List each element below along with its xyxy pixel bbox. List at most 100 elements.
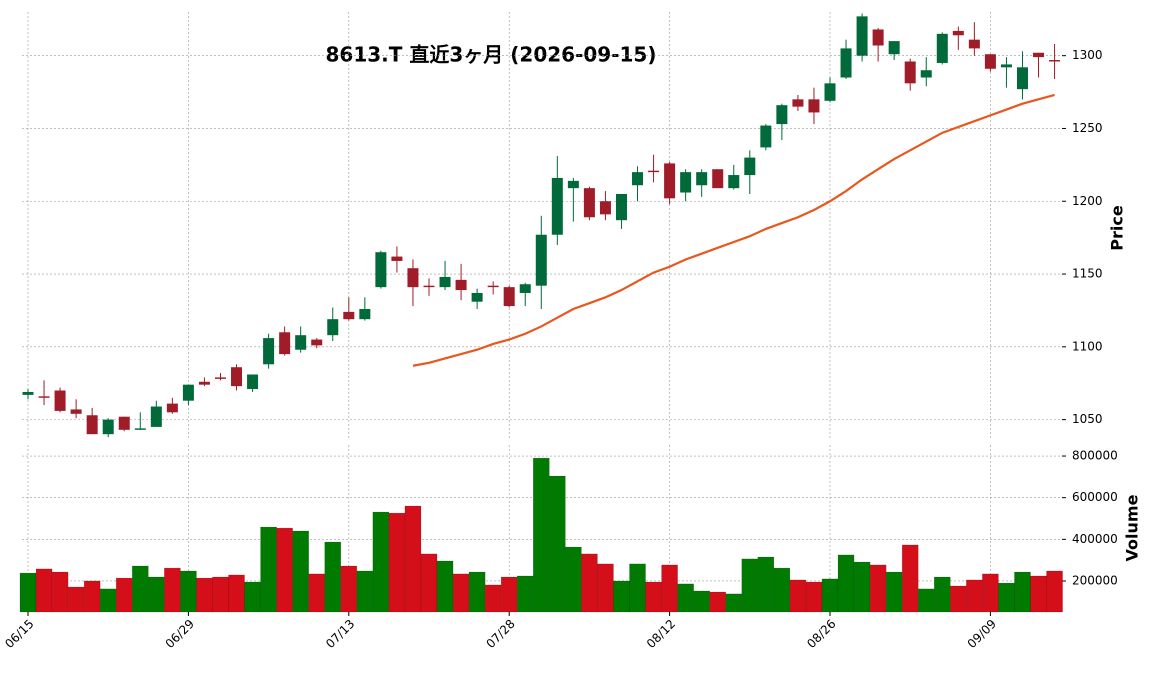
volume-bar [356,570,374,613]
volume-bar [1014,571,1031,613]
candle-body [86,415,98,435]
x-tick-label: 07/28 [483,617,517,651]
candle-body [632,172,644,186]
volume-bar [966,579,983,613]
candle-body [567,180,579,189]
volume-bar [276,527,293,613]
x-tick-label: 09/09 [965,617,999,651]
candle-body [279,332,291,355]
y-tick-label: 1150 [1072,267,1103,281]
candle-body [1033,52,1045,58]
candle-body [1000,64,1012,68]
candle-body [712,169,724,189]
candle-body [664,163,676,199]
volume-bar [901,544,919,613]
volume-bar [1046,570,1063,613]
candle-body [70,409,82,414]
candle-body [503,287,515,307]
volume-bar [565,546,582,613]
candle-body [824,83,836,101]
volume-bar [757,556,775,613]
volume-bar [837,554,855,613]
y-tick-label: 1250 [1072,121,1103,135]
volume-bar [35,568,53,613]
volume-bar [709,591,726,613]
candle-body [359,308,371,320]
volume-bar [821,578,839,613]
volume-bar [51,571,69,613]
volume-axis-label: Volume [1123,494,1142,561]
candle-body [118,416,130,430]
candle-body [311,339,323,346]
volume-bar [196,577,213,613]
candle-body [872,29,884,46]
volume-bar [885,571,903,613]
volume-bar [853,561,871,613]
candle-body [198,381,210,385]
volume-bar [645,581,662,613]
candle-body [214,377,226,379]
candle-body [166,403,178,413]
volume-bar [773,567,791,613]
volume-bar [452,573,470,613]
volume-tick-label: 800000 [1072,449,1118,463]
volume-bar [1030,575,1047,613]
candle-body [696,172,708,186]
volume-bar [404,505,422,613]
volume-bar [516,575,534,613]
candle-body [1049,60,1061,62]
candle-body [615,193,627,221]
volume-bar [436,560,454,613]
volume-bar [260,526,277,613]
volume-bar [934,576,951,613]
candle-body [471,292,483,302]
y-tick-label: 1300 [1072,48,1103,62]
candle-body [407,268,419,288]
volume-bar [998,582,1015,613]
volume-bar [324,541,342,613]
candle-body [936,33,948,63]
x-tick-label: 07/13 [323,617,357,651]
candle-body [888,41,900,55]
candle-body [840,48,852,78]
y-tick-label: 1050 [1072,412,1103,426]
chart-title: 8613.T 直近3ヶ月 (2026-09-15) [326,43,657,67]
volume-bar [500,576,518,613]
candle-body [231,367,243,387]
volume-tick-label: 200000 [1072,573,1118,587]
candle-body [551,177,563,235]
candle-body [968,39,980,49]
volume-bar [292,530,309,613]
volume-bar [869,564,887,613]
volume-bar [388,512,406,613]
volume-bar [484,584,502,613]
candle-body [439,276,451,288]
volume-bar [308,573,325,613]
candle-body [599,201,611,215]
candle-body [583,188,595,218]
volume-bar [19,572,37,613]
x-tick-label: 06/15 [2,617,36,651]
volume-bar [99,588,117,613]
candle-body [856,16,868,56]
volume-bar [549,475,566,613]
candle-body [54,390,66,411]
candle-body [952,30,964,36]
candle-body [263,338,275,365]
candle-body [728,175,740,189]
candle-body [375,252,387,288]
candle-body [343,311,355,320]
volume-bar [613,580,630,613]
candle-body [150,406,162,427]
volume-bar [950,585,967,613]
candle-body [391,256,403,261]
x-tick-label: 08/26 [804,617,838,651]
volume-bar [228,574,245,613]
x-tick-label: 06/29 [163,617,197,651]
volume-bar [148,576,165,613]
volume-bar [741,558,759,613]
candle-body [247,374,259,390]
candle-body [535,234,547,286]
